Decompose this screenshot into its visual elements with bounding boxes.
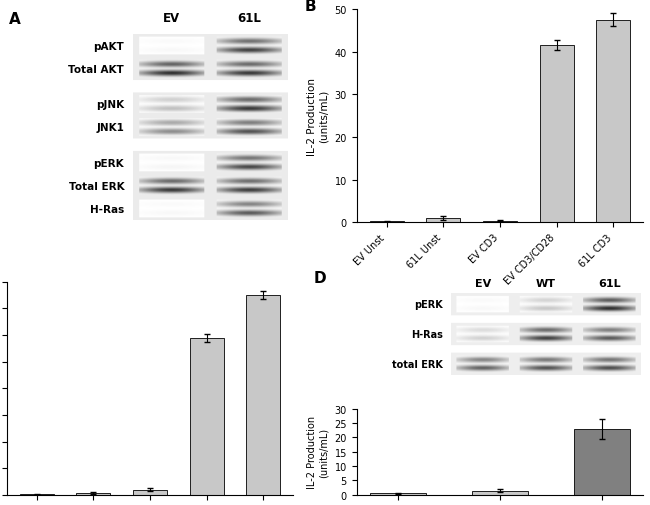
Bar	[190, 338, 224, 495]
Y-axis label: IL-2 Production
(units/mL): IL-2 Production (units/mL)	[307, 77, 329, 156]
Text: 61L: 61L	[598, 278, 620, 288]
Bar	[540, 46, 574, 223]
Text: Total ERK: Total ERK	[68, 181, 124, 191]
Y-axis label: IL-2 Production
(units/mL): IL-2 Production (units/mL)	[307, 415, 329, 488]
Text: H-Ras: H-Ras	[411, 329, 443, 339]
Text: WT: WT	[536, 278, 556, 288]
Text: pERK: pERK	[94, 159, 124, 168]
Bar	[597, 21, 630, 223]
Text: total ERK: total ERK	[392, 359, 443, 369]
Text: JNK1: JNK1	[96, 123, 124, 133]
Text: D: D	[313, 271, 326, 286]
Bar	[133, 489, 167, 495]
Bar	[574, 429, 630, 495]
Text: A: A	[9, 12, 21, 27]
Bar	[483, 222, 517, 223]
Text: 61L: 61L	[237, 12, 261, 25]
Text: Total AKT: Total AKT	[68, 65, 124, 75]
Text: EV: EV	[474, 278, 491, 288]
Bar	[246, 295, 280, 495]
Text: H-Ras: H-Ras	[90, 204, 124, 214]
Bar	[472, 490, 528, 495]
Text: B: B	[305, 0, 317, 15]
Bar	[76, 493, 111, 495]
Bar	[370, 493, 426, 495]
Text: pAKT: pAKT	[94, 42, 124, 52]
Bar	[20, 494, 53, 495]
Text: pERK: pERK	[414, 300, 443, 310]
Bar	[426, 219, 460, 223]
Text: pJNK: pJNK	[96, 100, 124, 110]
Bar	[370, 222, 404, 223]
Text: EV: EV	[163, 12, 180, 25]
